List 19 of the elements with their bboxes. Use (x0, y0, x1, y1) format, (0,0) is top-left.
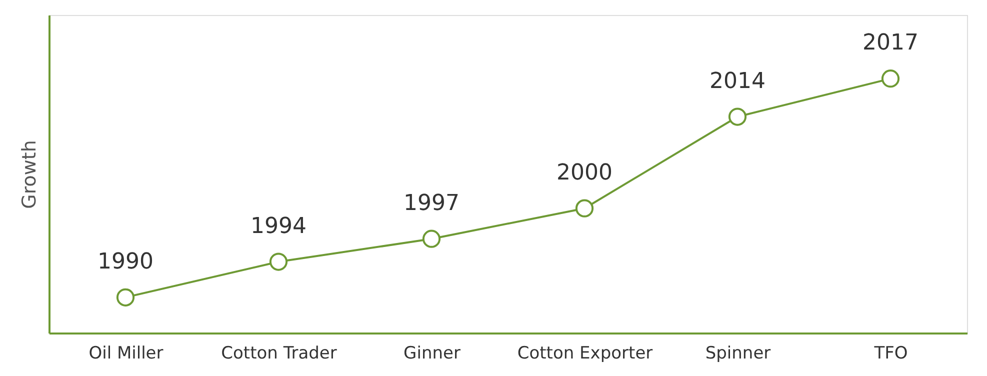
point (116, 288, 135, 306)
annotation: 1997 (404, 190, 460, 216)
annotation: 2000 (556, 160, 612, 186)
annotation: 2014 (710, 68, 766, 94)
x-tick-label: Spinner (705, 344, 771, 364)
y-axis-title: Growth (18, 140, 40, 209)
annotation: 2017 (862, 30, 918, 56)
x-tick-label: Oil Miller (88, 344, 164, 364)
point (422, 230, 441, 248)
x-tick-label: Ginner (404, 344, 460, 364)
point (881, 70, 900, 88)
x-tick-label: Cotton Trader (221, 344, 337, 364)
x-tick-label: Cotton Exporter (517, 344, 653, 364)
x-tick-label: TFO (873, 344, 908, 364)
annotation: 1994 (250, 214, 306, 239)
point (269, 252, 288, 271)
point (728, 108, 747, 126)
point (575, 199, 594, 218)
annotation: 1990 (98, 249, 154, 274)
